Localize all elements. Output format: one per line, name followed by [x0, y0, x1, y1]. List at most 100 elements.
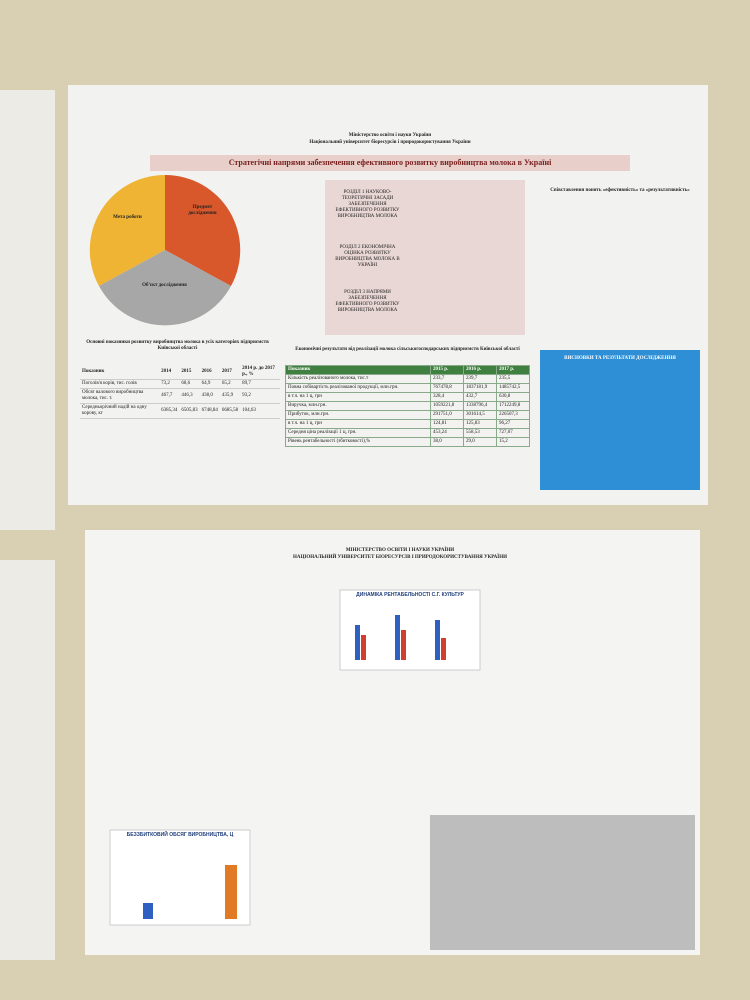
cell: 1059221,8: [430, 401, 465, 411]
goal: Мета роботи: [113, 215, 142, 220]
header-cell: 2017: [219, 365, 241, 380]
row: Виручка, млн.грн. 1059221,8 1338796,4 17122…: [284, 401, 531, 411]
bar-decor: [401, 630, 406, 660]
cell: 727,07: [495, 428, 531, 438]
cell: 29,0: [463, 437, 497, 447]
cell: 65,2: [219, 379, 241, 389]
cell: 233,7: [430, 374, 465, 384]
bar-decor: [143, 903, 153, 919]
bar-decor: [355, 625, 360, 660]
table-title: Основні показники розвитку виробництва м…: [86, 340, 269, 351]
cell: 104,63: [240, 403, 280, 419]
cell: 291751,0: [430, 410, 465, 420]
header-cell: 2015: [179, 365, 200, 380]
cell: 630,8: [495, 392, 531, 402]
cell: 6685,58: [219, 403, 241, 419]
row: Рівень рентабельності (збитковості),% 38,…: [284, 437, 531, 447]
chart-frame: [339, 589, 481, 671]
bar-decor: [435, 620, 440, 660]
cell: 68,6: [179, 379, 200, 389]
header-cell: 2016 р.: [463, 365, 497, 375]
cell: Поголів'я корів, тис. голів: [80, 379, 160, 389]
cell: 1837181,9: [463, 383, 497, 393]
cell: 767478,8: [430, 383, 465, 393]
bar-decor: [395, 615, 400, 660]
chart-title: ДИНАМІКА РЕНТАБЕЛЬНОСТІ С.Г. КУЛЬТУР: [356, 592, 464, 598]
cell: 64,9: [199, 379, 220, 389]
bar-decor: [225, 865, 237, 919]
table-title: Економічні результати від реалізації мол…: [295, 347, 520, 352]
pie-segment: [165, 174, 241, 286]
cell: 1712249,8: [495, 401, 531, 411]
header-cell: 2014: [159, 365, 180, 380]
bar-decor: [441, 638, 446, 660]
header-cell: 2016: [199, 365, 220, 380]
data-table: Показник 2014 2015 2016 2017 2014 р. до 2017 …: [80, 365, 280, 419]
header-cell: 2014 р. до 2017 р., %: [240, 365, 280, 380]
comparison-title: Співставлення понять «ефективність» та «…: [550, 188, 690, 193]
conclusions-box: [540, 350, 700, 490]
row: в т.ч. на 1 ц, грн 328,4 432,7 630,8: [284, 392, 531, 402]
data-table: Показник 2015 р. 2016 р. 2017 р. Кількість р…: [284, 365, 531, 447]
cell: 1338796,4: [463, 401, 497, 411]
cell: 301614,5: [463, 410, 497, 420]
cell: 453,24: [430, 428, 465, 438]
cell: 6385,34: [159, 403, 180, 419]
row: Середня ціна реалізації 1 ц, грн. 453,24 5…: [284, 428, 531, 438]
cell: Прибуток, млн.грн.: [284, 410, 432, 420]
cell: 6748,84: [199, 403, 220, 419]
cell: 15,2: [495, 437, 531, 447]
university: НАЦІОНАЛЬНИЙ УНІВЕРСИТЕТ БІОРЕСУРСІВ І П…: [292, 555, 507, 560]
cell: в т.ч. на 1 ц, грн: [284, 419, 432, 429]
cell: Повна собівартість реалізованої продукці…: [284, 383, 432, 393]
row: Середньорічний надій на одну корову, кг 6…: [80, 403, 280, 419]
cell: 96,27: [495, 419, 531, 429]
cell: Середньорічний надій на одну корову, кг: [80, 403, 160, 419]
cell: 73,2: [159, 379, 180, 389]
cell: Середня ціна реалізації 1 ц, грн.: [284, 428, 432, 438]
poster-title: Стратегічні напрями забезпечення ефектив…: [150, 155, 630, 171]
header-cell: Показник: [284, 365, 432, 375]
cell: 124,81: [430, 419, 465, 429]
cell: 432,7: [463, 392, 497, 402]
cell: 435,9: [219, 388, 241, 404]
section: РОЗДІЛ 2 ЕКОНОМІЧНА ОЦІНКА РОЗВИТКУ ВИРО…: [335, 245, 400, 268]
table-image: [430, 815, 695, 950]
row: Повна собівартість реалізованої продукці…: [284, 383, 531, 393]
header-cell: 2015 р.: [430, 365, 465, 375]
cell: 226507,3: [495, 410, 531, 420]
cell: 467,7: [159, 388, 180, 404]
cell: Рівень рентабельності (збитковості),%: [284, 437, 432, 447]
chart-title: БЕЗЗБИТКОВИЙ ОБСЯГ ВИРОБНИЦТВА, Ц: [126, 832, 234, 838]
cell: 328,4: [430, 392, 465, 402]
cell: 93,2: [240, 388, 280, 404]
university: Національний університет біоресурсів і п…: [309, 140, 471, 145]
cell: Обсяг валового виробництва молока, тис. …: [80, 388, 160, 404]
section: РОЗДІЛ 3 НАПРЯМИ ЗАБЕЗПЕЧЕННЯ ЕФЕКТИВНОГ…: [335, 290, 400, 313]
row: Поголів'я корів, тис. голів 73,2 68,6 64,9 6…: [80, 379, 280, 389]
cell: Кількість реалізованого молока, тис.т: [284, 374, 432, 384]
pie-segment: [89, 174, 165, 286]
cell: 235,5: [495, 374, 531, 384]
row: в т.ч. на 1 ц, грн 124,81 125,83 96,27: [284, 419, 531, 429]
side-poster: [0, 560, 55, 960]
goal: Предмет дослідження: [188, 205, 217, 216]
pie-segment: [99, 250, 231, 326]
side-poster: [0, 90, 55, 530]
header-row: Показник 2014 2015 2016 2017 2014 р. до 2017 …: [80, 365, 280, 380]
ministry: МІНІСТЕРСТВО ОСВІТИ І НАУКИ УКРАЇНИ: [345, 548, 455, 553]
bar-decor: [361, 635, 366, 660]
header-row: Показник 2015 р. 2016 р. 2017 р.: [284, 365, 531, 375]
conclusions-title: ВИСНОВКИ ТА РЕЗУЛЬТАТИ ДОСЛІДЖЕННЯ: [564, 356, 676, 361]
row: Обсяг валового виробництва молока, тис. …: [80, 388, 280, 404]
cell: 438,0: [199, 388, 220, 404]
row: Кількість реалізованого молока, тис.т 233…: [284, 374, 531, 384]
header-cell: 2017 р.: [495, 365, 531, 375]
cell: в т.ч. на 1 ц, грн: [284, 392, 432, 402]
goal: Об'єкт дослідження: [142, 283, 187, 288]
cell: 1485742,5: [495, 383, 531, 393]
cell: 239,7: [463, 374, 497, 384]
cell: 6505,83: [179, 403, 200, 419]
